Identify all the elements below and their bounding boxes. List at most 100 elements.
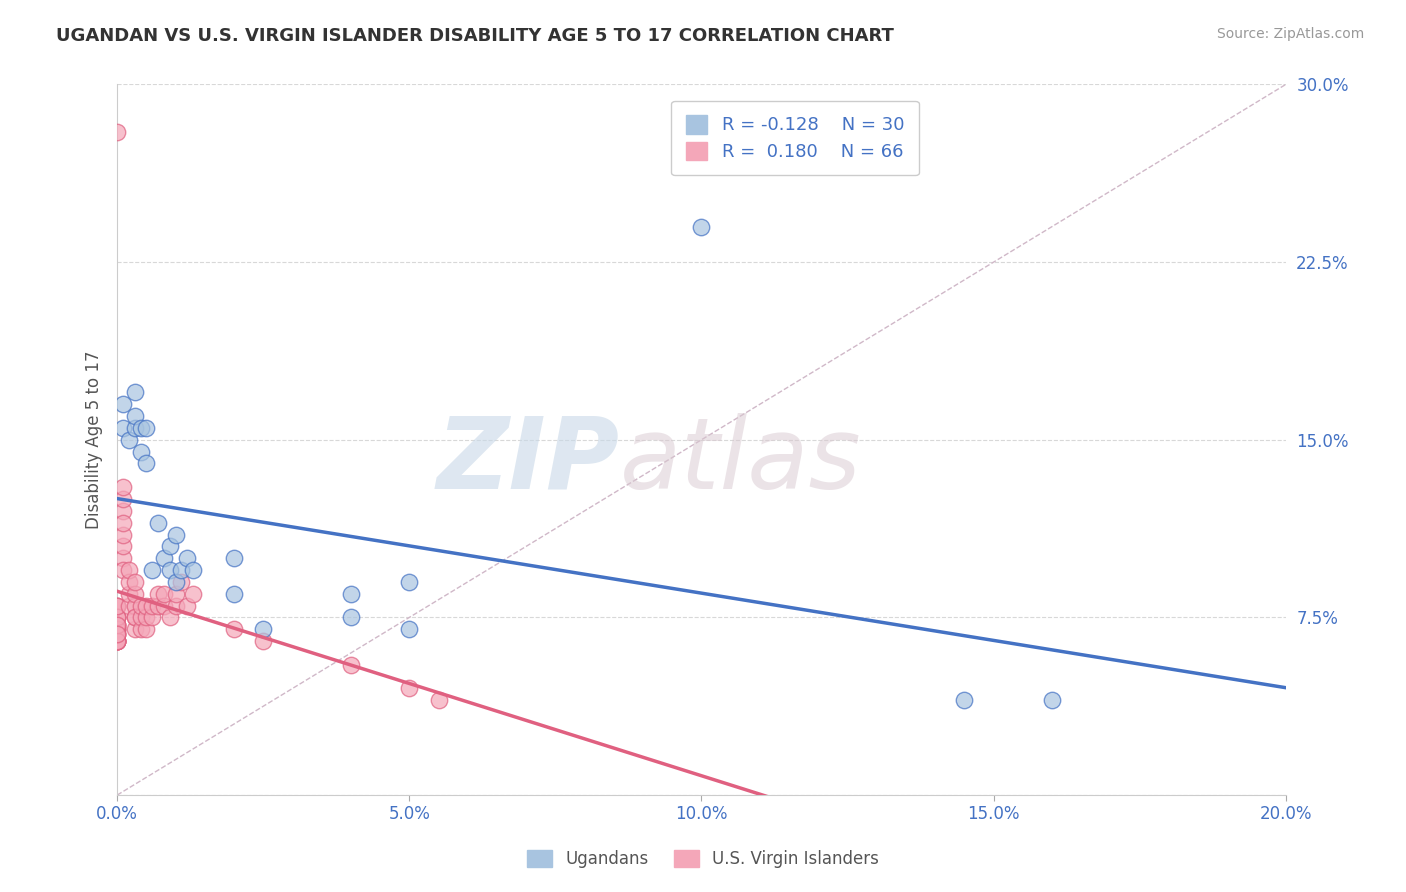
Point xyxy=(118,574,141,589)
Point xyxy=(124,587,146,601)
Point xyxy=(105,634,128,648)
Point xyxy=(105,634,128,648)
Point xyxy=(118,563,141,577)
Point xyxy=(112,397,135,411)
Point xyxy=(112,551,135,566)
Point xyxy=(124,409,146,423)
Point xyxy=(105,627,128,641)
Point xyxy=(129,622,152,636)
Point xyxy=(153,587,176,601)
Point xyxy=(105,634,128,648)
Point xyxy=(159,563,181,577)
Point xyxy=(222,622,245,636)
Point xyxy=(398,622,420,636)
Text: UGANDAN VS U.S. VIRGIN ISLANDER DISABILITY AGE 5 TO 17 CORRELATION CHART: UGANDAN VS U.S. VIRGIN ISLANDER DISABILI… xyxy=(56,27,894,45)
Point xyxy=(105,622,128,636)
Point xyxy=(153,551,176,566)
Point xyxy=(141,563,163,577)
Point xyxy=(135,421,157,435)
Point xyxy=(112,563,135,577)
Point xyxy=(105,610,128,624)
Point xyxy=(124,421,146,435)
Point xyxy=(252,634,274,648)
Point xyxy=(176,551,198,566)
Legend: R = -0.128    N = 30, R =  0.180    N = 66: R = -0.128 N = 30, R = 0.180 N = 66 xyxy=(671,101,918,176)
Point xyxy=(112,516,135,530)
Point xyxy=(105,634,128,648)
Point xyxy=(340,610,363,624)
Point xyxy=(124,622,146,636)
Point xyxy=(105,627,128,641)
Point xyxy=(146,516,169,530)
Point xyxy=(170,574,193,589)
Point xyxy=(129,599,152,613)
Point xyxy=(135,622,157,636)
Point xyxy=(141,610,163,624)
Point xyxy=(340,657,363,672)
Point xyxy=(124,599,146,613)
Point xyxy=(153,599,176,613)
Y-axis label: Disability Age 5 to 17: Disability Age 5 to 17 xyxy=(86,351,103,529)
Point xyxy=(105,125,128,139)
Point xyxy=(135,457,157,471)
Point xyxy=(170,563,193,577)
Point xyxy=(141,599,163,613)
Point xyxy=(105,599,128,613)
Point xyxy=(129,610,152,624)
Point xyxy=(124,574,146,589)
Point xyxy=(129,421,152,435)
Point xyxy=(112,421,135,435)
Point xyxy=(124,610,146,624)
Point xyxy=(105,599,128,613)
Point xyxy=(165,527,187,541)
Text: atlas: atlas xyxy=(620,413,862,509)
Point xyxy=(105,617,128,632)
Point xyxy=(105,634,128,648)
Text: ZIP: ZIP xyxy=(437,413,620,509)
Point xyxy=(181,563,204,577)
Point xyxy=(105,617,128,632)
Point xyxy=(398,681,420,696)
Point xyxy=(398,574,420,589)
Point xyxy=(124,385,146,400)
Point xyxy=(427,693,450,707)
Point xyxy=(105,610,128,624)
Point xyxy=(146,599,169,613)
Point xyxy=(176,599,198,613)
Point xyxy=(105,634,128,648)
Point xyxy=(105,617,128,632)
Point xyxy=(181,587,204,601)
Point xyxy=(165,599,187,613)
Point xyxy=(159,539,181,553)
Point xyxy=(105,627,128,641)
Point xyxy=(118,599,141,613)
Point xyxy=(222,551,245,566)
Point xyxy=(165,574,187,589)
Point xyxy=(135,610,157,624)
Point xyxy=(105,617,128,632)
Point xyxy=(112,539,135,553)
Point xyxy=(252,622,274,636)
Point xyxy=(135,599,157,613)
Point xyxy=(105,622,128,636)
Point xyxy=(340,587,363,601)
Legend: Ugandans, U.S. Virgin Islanders: Ugandans, U.S. Virgin Islanders xyxy=(520,843,886,875)
Point xyxy=(105,622,128,636)
Point xyxy=(1040,693,1063,707)
Point xyxy=(112,480,135,494)
Point xyxy=(112,527,135,541)
Point xyxy=(124,610,146,624)
Point xyxy=(105,610,128,624)
Point xyxy=(953,693,976,707)
Point xyxy=(112,491,135,506)
Point xyxy=(105,634,128,648)
Point xyxy=(112,504,135,518)
Point xyxy=(165,587,187,601)
Point xyxy=(146,587,169,601)
Point xyxy=(118,433,141,447)
Point xyxy=(129,444,152,458)
Point xyxy=(222,587,245,601)
Text: Source: ZipAtlas.com: Source: ZipAtlas.com xyxy=(1216,27,1364,41)
Point xyxy=(105,599,128,613)
Point xyxy=(690,219,713,234)
